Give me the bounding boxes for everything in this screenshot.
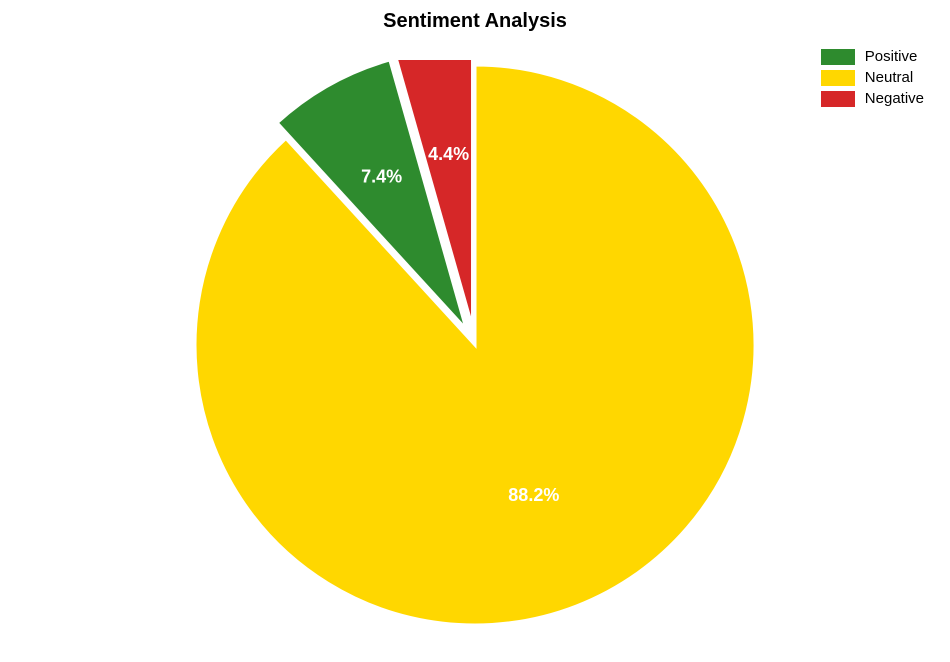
- legend-item-neutral: Neutral: [821, 69, 924, 86]
- legend-item-positive: Positive: [821, 48, 924, 65]
- slice-label-negative: 4.4%: [428, 144, 469, 164]
- slice-label-neutral: 88.2%: [508, 485, 559, 505]
- legend-item-negative: Negative: [821, 90, 924, 107]
- legend-label: Neutral: [865, 69, 913, 86]
- pie-slice-neutral: [195, 65, 755, 625]
- legend: Positive Neutral Negative: [821, 48, 924, 111]
- legend-label: Negative: [865, 90, 924, 107]
- slice-label-positive: 7.4%: [361, 166, 402, 186]
- legend-label: Positive: [865, 48, 918, 65]
- chart-container: Sentiment Analysis 88.2% 7.4% 4.4% Positiv…: [0, 0, 950, 662]
- legend-swatch: [821, 91, 855, 107]
- legend-swatch: [821, 70, 855, 86]
- chart-title: Sentiment Analysis: [383, 10, 567, 33]
- pie-chart: 88.2% 7.4% 4.4%: [125, 60, 825, 650]
- legend-swatch: [821, 49, 855, 65]
